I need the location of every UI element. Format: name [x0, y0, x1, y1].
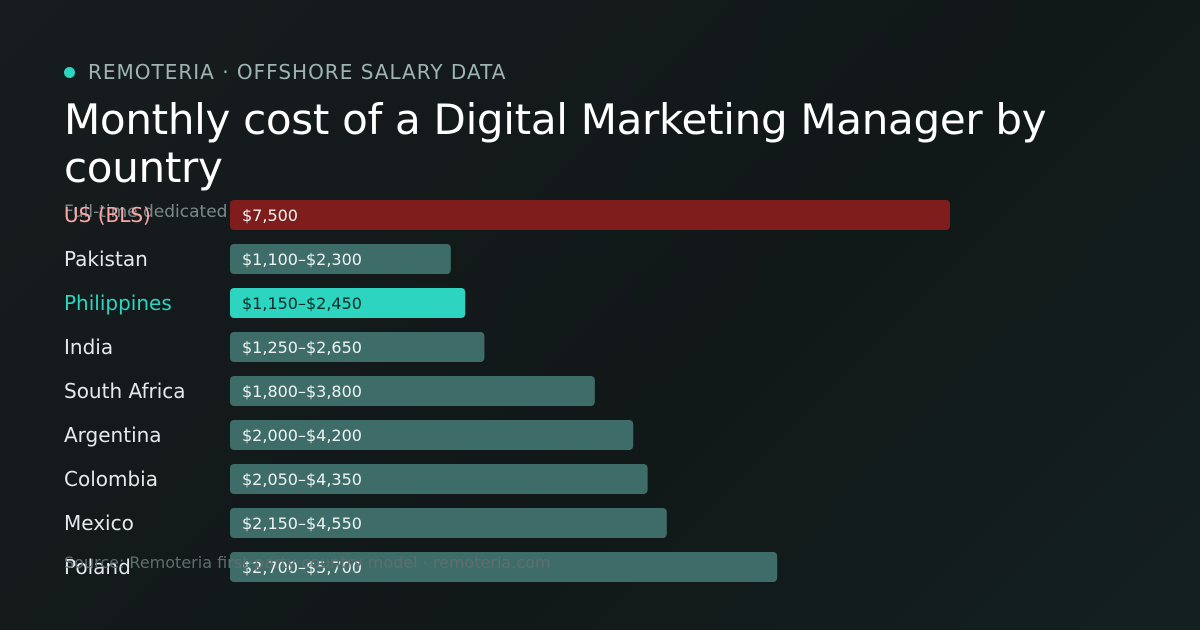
- bar-philippines: [230, 288, 466, 318]
- category-label-philippines: Philippines: [64, 291, 172, 315]
- bar-india: [230, 332, 485, 362]
- category-label-india: India: [64, 335, 113, 359]
- bar-south-africa: [230, 376, 595, 406]
- bar-argentina: [230, 420, 634, 450]
- chart-subtitle: Full-time dedicated: [64, 202, 228, 222]
- bar-pakistan: [230, 244, 451, 274]
- data-label-pakistan: $1,100–$2,300: [242, 250, 362, 269]
- bar-poland: [230, 552, 778, 582]
- brand-name: REMOTERIA · OFFSHORE SALARY DATA: [88, 60, 507, 84]
- category-label-south-africa: South Africa: [64, 379, 186, 403]
- data-label-philippines: $1,150–$2,450: [242, 294, 362, 313]
- category-label-argentina: Argentina: [64, 423, 162, 447]
- category-label-poland: Poland: [64, 555, 131, 579]
- data-label-colombia: $2,050–$4,350: [242, 470, 362, 489]
- data-label-south-africa: $1,800–$3,800: [242, 382, 362, 401]
- brand-dot-icon: [64, 66, 75, 78]
- category-label-mexico: Mexico: [64, 511, 134, 535]
- source-note: Source: Remoteria first-party country mo…: [64, 553, 551, 572]
- category-label-us-bls: US (BLS): [64, 203, 151, 227]
- data-label-argentina: $2,000–$4,200: [242, 426, 362, 445]
- category-label-pakistan: Pakistan: [64, 247, 148, 271]
- category-label-colombia: Colombia: [64, 467, 158, 491]
- brand: REMOTERIA · OFFSHORE SALARY DATA: [64, 60, 506, 84]
- data-label-us-bls: $7,500: [242, 206, 298, 225]
- bar-mexico: [230, 508, 667, 538]
- bar-colombia: [230, 464, 648, 494]
- data-label-india: $1,250–$2,650: [242, 338, 362, 357]
- data-label-poland: $2,700–$5,700: [242, 558, 362, 577]
- bar-us-bls: [230, 200, 950, 230]
- chart-title: Monthly cost of a Digital Marketing Mana…: [64, 95, 1047, 192]
- data-label-mexico: $2,150–$4,550: [242, 514, 362, 533]
